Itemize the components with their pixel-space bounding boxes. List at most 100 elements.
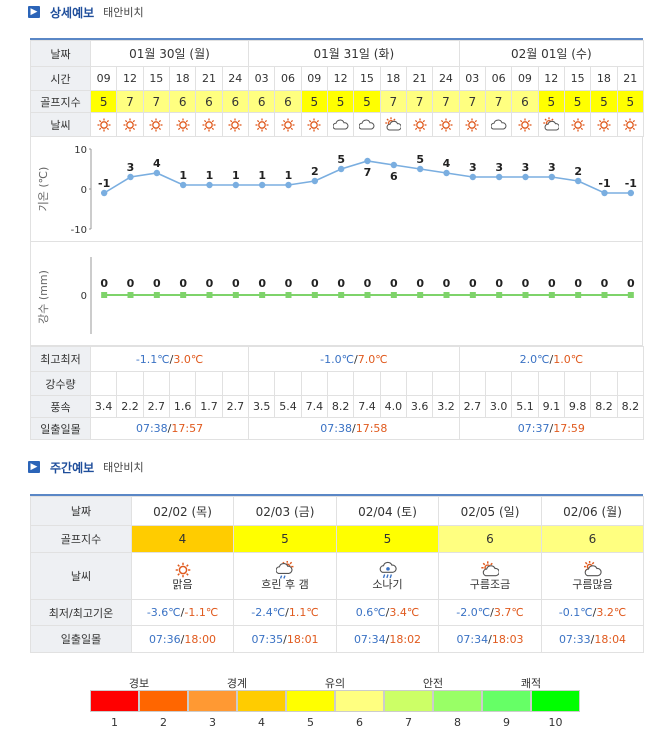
rain-point xyxy=(417,292,424,298)
weather-cell xyxy=(142,112,170,137)
rain-amount-cell xyxy=(142,371,170,396)
weekly-sun-cell: 07:34/18:03 xyxy=(438,625,542,653)
sunny-icon xyxy=(176,118,190,131)
rain-y-tick: 0 xyxy=(81,291,87,302)
minmax-cell: -1.0℃/7.0℃ xyxy=(248,346,460,372)
min-temp: -3.6℃ xyxy=(146,606,181,619)
sunny-icon xyxy=(439,118,453,131)
minmax-cell: -1.1℃/3.0℃ xyxy=(89,346,250,372)
detail-top-border xyxy=(30,38,643,40)
sunny-icon xyxy=(228,118,242,131)
temp-data-label: 3 xyxy=(495,161,503,174)
wind-cell: 8.2 xyxy=(616,395,645,418)
golf-index-cell: 6 xyxy=(168,90,197,113)
min-temp: -2.0℃ xyxy=(456,606,491,619)
legend-swatch xyxy=(286,690,335,712)
time-cell: 09 xyxy=(511,66,539,91)
temp-data-label: 2 xyxy=(311,165,319,178)
weekly-weather-cell: 흐린 후 갬 xyxy=(233,552,337,600)
rain-data-label: 0 xyxy=(364,277,372,290)
min-temp: 0.6℃ xyxy=(355,606,386,619)
weekly-minmax-cell: 0.6℃/3.4℃ xyxy=(336,599,439,626)
temp-data-label: 7 xyxy=(364,166,372,179)
separator: / xyxy=(549,422,554,435)
rain-amount-cell xyxy=(89,371,118,396)
weekly-golf-cell: 5 xyxy=(233,525,337,553)
temp-data-label: 1 xyxy=(232,169,240,182)
wind-cell: 5.4 xyxy=(274,395,302,418)
rain-point xyxy=(443,292,450,298)
sunrise-time: 07:38 xyxy=(135,422,168,435)
weather-cell xyxy=(590,112,618,137)
sunny-icon xyxy=(518,118,532,131)
weekly-date-cell: 02/05 (일) xyxy=(438,496,542,526)
rain-amount-cell xyxy=(300,371,329,396)
weekly-weather-cell: 구름조금 xyxy=(438,552,542,600)
max-temp: 1.0℃ xyxy=(553,352,584,366)
weather-cell xyxy=(563,112,592,137)
rain-data-label: 0 xyxy=(127,277,135,290)
weather-cell xyxy=(511,112,539,137)
legend-swatch xyxy=(482,690,531,712)
temp-data-label: 5 xyxy=(337,153,345,166)
rain-amount-cell xyxy=(168,371,197,396)
partly-cloudy-icon xyxy=(543,116,560,130)
legend-level-number: 5 xyxy=(307,716,314,729)
golf-index-cell: 7 xyxy=(458,90,486,113)
sunrise-time: 07:37 xyxy=(517,422,550,435)
weekly-forecast-table: 날짜 02/02 (목) 02/03 (금) 02/04 (토) 02/05 (일) 0… xyxy=(30,496,644,653)
sunny-icon xyxy=(413,118,427,131)
rain-amount-cell xyxy=(432,371,460,396)
weekly-top-border xyxy=(30,494,643,496)
rain-point xyxy=(390,292,397,298)
time-cell: 21 xyxy=(405,66,434,91)
temperature-chart-svg: 10 0 -10 기온 (℃) -1 3 4 1 1 1 1 1 2 5 7 6 5 4 3 3 3 3 2 -1 -1 xyxy=(37,145,637,236)
weekly-weather: 구름많음 xyxy=(543,560,643,591)
weather-cell xyxy=(221,112,249,137)
temp-data-label: 4 xyxy=(443,157,451,170)
golf-index-cell: 5 xyxy=(616,90,644,113)
weather-desc: 구름많음 xyxy=(572,577,613,591)
sunrise-time: 07:36 xyxy=(148,632,181,646)
time-cell: 12 xyxy=(537,66,565,91)
golf-index-cell: 7 xyxy=(432,90,460,113)
wind-cell: 2.2 xyxy=(116,395,144,418)
rain-data-label: 0 xyxy=(179,277,187,290)
rain-data-label: 0 xyxy=(416,277,424,290)
temp-data-label: 6 xyxy=(390,170,398,183)
rain-amount-cell xyxy=(405,371,434,396)
golf-index-cell: 5 xyxy=(353,90,381,113)
time-label: 시간 xyxy=(30,66,91,91)
weather-desc: 맑음 xyxy=(172,577,193,591)
rain-data-label: 0 xyxy=(627,277,635,290)
time-cell: 03 xyxy=(458,66,486,91)
legend-level-number: 3 xyxy=(209,716,216,729)
rain-point xyxy=(338,292,345,298)
wind-cell: 2.7 xyxy=(142,395,170,418)
legend-level-number: 1 xyxy=(111,716,118,729)
wind-cell: 9.8 xyxy=(563,395,592,418)
rain-point xyxy=(153,292,160,298)
weather-cell xyxy=(300,112,328,137)
rain-data-label: 0 xyxy=(232,277,240,290)
temp-point xyxy=(311,177,319,185)
weekly-golf-cell: 5 xyxy=(336,525,439,553)
sunny-icon xyxy=(571,118,585,131)
golf-index-cell: 7 xyxy=(405,90,434,113)
weather-cell xyxy=(458,112,486,137)
cloudy-icon xyxy=(358,119,375,129)
legend-swatch xyxy=(237,690,286,712)
weather-cell xyxy=(405,112,434,137)
sunrise-time: 07:35 xyxy=(251,632,284,646)
max-temp: 3.0℃ xyxy=(173,352,204,366)
day-header: 02월 01일 (수) xyxy=(458,40,644,67)
legend-group-label: 안전 xyxy=(422,677,444,690)
weather-cell xyxy=(353,112,381,137)
weekly-minmax-cell: -3.6℃/-1.1℃ xyxy=(131,599,234,626)
temp-data-label: 1 xyxy=(258,169,266,182)
golf-index-cell: 6 xyxy=(511,90,539,113)
temp-point xyxy=(364,157,371,165)
min-temp: -1.1℃ xyxy=(135,352,170,366)
rain-amount-cell xyxy=(485,371,513,396)
temp-y-tick: 0 xyxy=(81,185,87,196)
